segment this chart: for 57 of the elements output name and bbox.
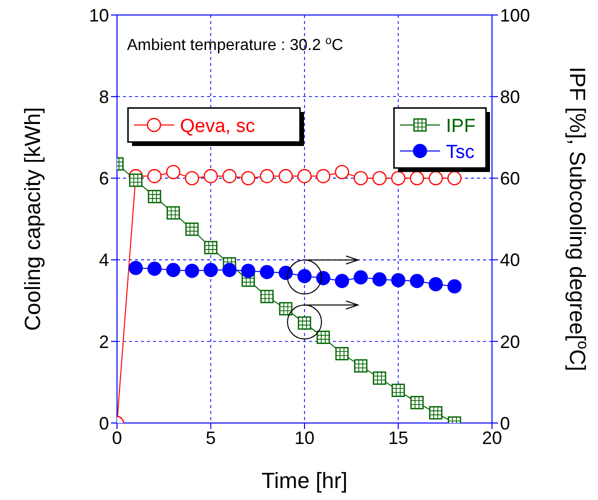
x-tick-label: 10: [294, 428, 315, 448]
point: [354, 171, 368, 186]
point: [184, 171, 200, 186]
point: [278, 266, 293, 280]
x-tick-label: 15: [388, 428, 408, 448]
legend-label: IPF: [446, 116, 476, 137]
point: [204, 169, 218, 184]
point: [128, 260, 143, 276]
point: [204, 262, 218, 278]
y-tick-label: 10: [88, 5, 109, 26]
point: [316, 271, 330, 286]
y-tick-label: 4: [98, 250, 109, 270]
point: [334, 164, 350, 180]
point: [260, 169, 274, 184]
y2-tick-label: 80: [500, 86, 520, 107]
y2-tick-label: 60: [500, 168, 520, 189]
point: [297, 169, 312, 184]
y-tick-label: 0: [98, 413, 109, 434]
point: [147, 262, 162, 276]
point: [222, 262, 237, 278]
point: [372, 171, 387, 186]
y2-tick-label: 0: [500, 413, 510, 434]
point: [391, 171, 406, 186]
point: [334, 274, 350, 288]
point: [260, 264, 274, 280]
point: [166, 164, 180, 180]
point: [241, 264, 256, 278]
x-tick-label: 20: [482, 428, 502, 448]
y2-tick-label: 20: [500, 332, 520, 352]
point: [372, 272, 387, 286]
point: [428, 171, 443, 186]
point: [354, 270, 368, 284]
annotation: Ambient temperature : 30.2 $^{o}$C: [127, 35, 344, 54]
x-axis-title: Time [hr]: [262, 468, 348, 493]
point: [222, 169, 237, 184]
point: [184, 264, 200, 278]
point: [447, 279, 462, 294]
y-tick-label: 2: [98, 332, 109, 352]
point: [428, 277, 443, 292]
x-tick-label: 0: [112, 428, 122, 448]
point: [410, 171, 424, 186]
point: [316, 169, 330, 184]
y2-tick-label: 40: [500, 250, 520, 270]
x-tick-label: 5: [206, 428, 216, 448]
point: [278, 169, 293, 184]
legend-label: Tsc: [446, 142, 474, 163]
point: [147, 169, 162, 184]
point: [166, 262, 180, 278]
point: [410, 274, 424, 288]
point: [241, 171, 256, 186]
y-tick-label: 6: [98, 168, 109, 189]
point: [391, 273, 406, 288]
point: [447, 171, 462, 186]
y-tick-label: 8: [98, 86, 109, 107]
y2-tick-label: 100: [500, 5, 530, 26]
legend-label: Qeva, sc: [180, 116, 255, 137]
y-axis-title: Cooling capacity [kWh]: [20, 107, 45, 331]
